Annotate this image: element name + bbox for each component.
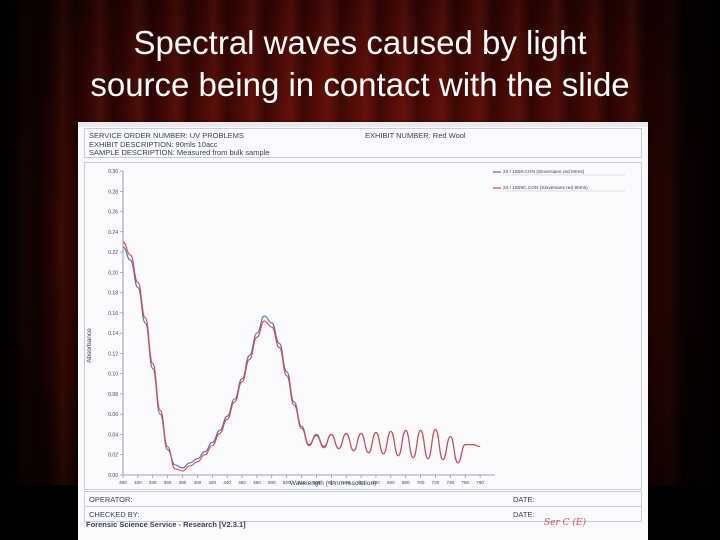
report-header: SERVICE ORDER NUMBER: UV PROBLEMS EXHIBI…: [84, 128, 642, 158]
y-tick-label: 0.22: [108, 250, 118, 256]
x-tick-label: 620: [357, 480, 365, 485]
series-line-1: [122, 246, 481, 469]
report-footer: Forensic Science Service - Research [V2.…: [86, 520, 246, 529]
x-tick-label: 520: [283, 480, 291, 485]
x-tick-label: 420: [208, 480, 216, 485]
series-line-2: [122, 241, 481, 472]
x-tick-label: 380: [179, 480, 187, 485]
report-top-edge: [78, 122, 648, 127]
y-axis-label: Absorbance: [86, 328, 93, 363]
y-tick-label: 0.02: [108, 453, 118, 459]
y-tick-label: 0.18: [108, 291, 118, 297]
x-tick-label: 640: [372, 480, 380, 485]
x-tick-label: 720: [432, 480, 440, 485]
date-label-1: DATE:: [513, 495, 535, 504]
x-tick-label: 320: [134, 480, 142, 485]
x-tick-label: 660: [387, 480, 395, 485]
plot-frame: 0.00 0.02 0.04 0.06 0.08 0.10 0.12 0.14 0.16 0.18…: [84, 162, 642, 490]
x-tick-label: 540: [298, 480, 306, 485]
x-tick-label: 500: [268, 480, 276, 485]
x-tick-label: 700: [417, 480, 425, 485]
x-axis-label: Wavelength ( 1 nm resolution): [290, 480, 376, 487]
service-order-number: SERVICE ORDER NUMBER: UV PROBLEMS: [89, 131, 244, 140]
x-tick-label: 760: [461, 480, 469, 485]
y-tick-label: 0.12: [108, 351, 118, 357]
y-tick-label: 0.06: [108, 412, 118, 418]
y-tick-label: 0.08: [108, 392, 118, 398]
checked-by-label: CHECKED BY:: [89, 510, 140, 519]
x-tick-label: 400: [194, 480, 202, 485]
x-tick-label: 440: [223, 480, 231, 485]
y-tick-label: 0.16: [108, 311, 118, 317]
x-tick-label: 460: [238, 480, 246, 485]
x-tick-label: 560: [313, 480, 321, 485]
x-tick-label: 600: [342, 480, 350, 485]
operator-label: OPERATOR:: [89, 495, 133, 504]
y-tick-label: 0.10: [108, 372, 118, 378]
legend-entry-1: 23 / 1608.CON (Slovenians red 90ms): [503, 169, 585, 175]
x-tick-label: 680: [402, 480, 410, 485]
x-tick-label: 360: [164, 480, 172, 485]
y-tick-label: 0.04: [108, 432, 118, 438]
y-tick-label: 0.24: [108, 230, 118, 236]
spectrum-report: SERVICE ORDER NUMBER: UV PROBLEMS EXHIBI…: [78, 122, 648, 540]
curtain-left-shadow: [0, 0, 80, 540]
y-tick-label: 0.20: [108, 270, 118, 276]
exhibit-description: EXHIBIT DESCRIPTION: 90mls 10acc: [89, 140, 218, 149]
slide-title-line-2: source being in contact with the slide: [90, 66, 630, 103]
x-tick-label: 300: [119, 480, 127, 485]
date-label-2: DATE:: [513, 510, 535, 519]
exhibit-number: EXHIBIT NUMBER: Red Wool: [365, 131, 466, 140]
y-tick-label: 0.26: [108, 210, 118, 216]
legend-entry-2: 24 / 1609C.CON (Slovenians red 90ms): [503, 185, 588, 191]
x-tick-label: 480: [253, 480, 261, 485]
handwritten-note: Ser C (E): [544, 518, 586, 528]
y-tick-label: 0.14: [108, 331, 118, 337]
x-tick-label: 580: [327, 480, 335, 485]
x-tick-label: 340: [149, 480, 157, 485]
x-tick-label: 780: [476, 480, 484, 485]
y-tick-label: 0.30: [108, 169, 118, 175]
x-tick-label: 740: [447, 480, 455, 485]
y-tick-label: 0.00: [108, 473, 118, 479]
slide-title: Spectral waves caused by light source be…: [30, 22, 690, 106]
sample-description: SAMPLE DESCRIPTION: Measured from bulk s…: [89, 148, 270, 157]
slide-title-line-1: Spectral waves caused by light: [133, 24, 587, 61]
checked-row: CHECKED BY: DATE:: [84, 506, 642, 522]
operator-row: OPERATOR: DATE:: [84, 491, 642, 507]
spectrum-chart: 0.00 0.02 0.04 0.06 0.08 0.10 0.12 0.14 0.16 0.18…: [86, 169, 625, 487]
y-tick-label: 0.28: [108, 189, 118, 195]
